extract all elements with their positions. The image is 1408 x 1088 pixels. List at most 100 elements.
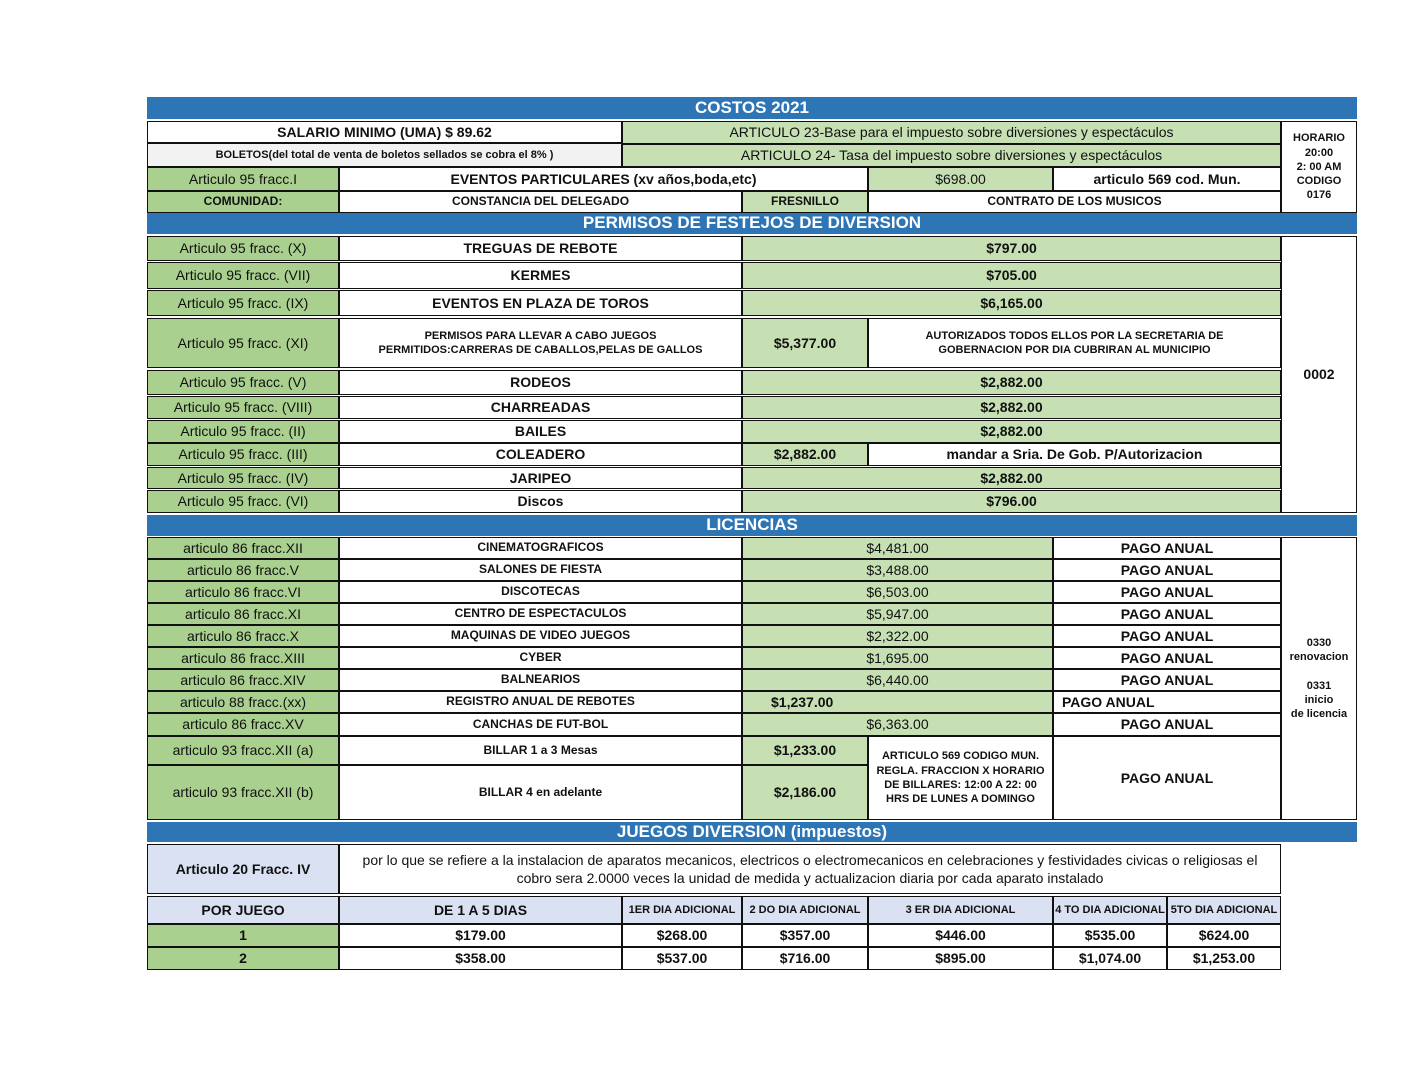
- juegos-cell: $624.00: [1167, 924, 1281, 947]
- horario-codigo: HORARIO 20:00 2: 00 AM CODIGO 0176: [1281, 121, 1357, 213]
- cell-line: PERMISOS PARA LLEVAR A CABO JUEGOS: [424, 329, 657, 342]
- permiso-article: Articulo 95 fracc. (II): [147, 420, 339, 443]
- cell-line: 0331: [1306, 679, 1332, 692]
- permiso-name: BAILES: [339, 420, 742, 443]
- licencia-article: articulo 88 fracc.(xx): [147, 691, 339, 713]
- juegos-cell: 2: [147, 947, 339, 970]
- licencia-payment: PAGO ANUAL: [1053, 537, 1281, 559]
- licencia-article: articulo 86 fracc.XIV: [147, 669, 339, 691]
- licencia-price: $6,503.00: [742, 581, 1053, 603]
- eventos-particulares: EVENTOS PARTICULARES (xv años,boda,etc): [339, 167, 868, 191]
- licencia-article: articulo 86 fracc.VI: [147, 581, 339, 603]
- billar-article: articulo 93 fracc.XII (a): [147, 736, 339, 765]
- permiso-price: $2,882.00: [742, 370, 1281, 395]
- permiso-price: $2,882.00: [742, 420, 1281, 443]
- permiso-article: Articulo 95 fracc. (V): [147, 370, 339, 395]
- licencia-name: BALNEARIOS: [339, 669, 742, 691]
- cell-line: REGLA. FRACCION X HORARIO: [876, 764, 1045, 777]
- licencia-price: $5,947.00: [742, 603, 1053, 625]
- juegos-header: JUEGOS DIVERSION (impuestos): [147, 822, 1357, 842]
- comunidad-label: COMUNIDAD:: [147, 191, 339, 213]
- licencia-name: DISCOTECAS: [339, 581, 742, 603]
- licencia-payment: PAGO ANUAL: [1053, 669, 1281, 691]
- licencia-name: MAQUINAS DE VIDEO JUEGOS: [339, 625, 742, 647]
- cell-line: 20:00: [1304, 146, 1334, 159]
- fresnillo: FRESNILLO: [742, 191, 868, 213]
- juegos-cell: $716.00: [742, 947, 868, 970]
- permiso-price: $2,882.00: [742, 467, 1281, 489]
- contrato-musicos: CONTRATO DE LOS MUSICOS: [868, 191, 1281, 213]
- permiso-article: Articulo 95 fracc. (VII): [147, 262, 339, 289]
- permiso-article: Articulo 95 fracc. (VI): [147, 490, 339, 513]
- licencia-article: articulo 86 fracc.XIII: [147, 647, 339, 669]
- licencia-article: articulo 86 fracc.X: [147, 625, 339, 647]
- cell-line: de licencia: [1290, 708, 1348, 721]
- billar-price: $2,186.00: [742, 765, 868, 820]
- juegos-cell: $179.00: [339, 924, 622, 947]
- permiso-name: PERMISOS PARA LLEVAR A CABO JUEGOS PERMIT…: [339, 318, 742, 368]
- permiso-price: $5,377.00: [742, 318, 868, 368]
- juegos-cell: $1,253.00: [1167, 947, 1281, 970]
- juegos-cell: $895.00: [868, 947, 1053, 970]
- licencia-name: REGISTRO ANUAL DE REBOTES: [339, 691, 742, 713]
- permiso-price: $705.00: [742, 262, 1281, 289]
- constancia-delegado: CONSTANCIA DEL DELEGADO: [339, 191, 742, 213]
- licencia-name: CYBER: [339, 647, 742, 669]
- licencia-name: CANCHAS DE FUT-BOL: [339, 713, 742, 736]
- juegos-column-header: POR JUEGO: [147, 896, 339, 924]
- licencia-price: $2,322.00: [742, 625, 1053, 647]
- title-banner: COSTOS 2021: [147, 97, 1357, 119]
- juegos-cell: $268.00: [622, 924, 742, 947]
- cell-line: DE BILLARES: 12:00 A 22: 00: [884, 779, 1037, 791]
- permiso-name: JARIPEO: [339, 467, 742, 489]
- licencia-payment: PAGO ANUAL: [1053, 691, 1281, 713]
- licencia-price: $4,481.00: [742, 537, 1053, 559]
- licencia-name: SALONES DE FIESTA: [339, 559, 742, 581]
- licencia-payment: PAGO ANUAL: [1053, 559, 1281, 581]
- cell-line: AUTORIZADOS TODOS ELLOS POR LA SECRETARI…: [925, 329, 1224, 342]
- juegos-column-header: 1ER DIA ADICIONAL: [622, 896, 742, 924]
- cell-line: ARTICULO 569 CODIGO MUN.: [881, 750, 1040, 763]
- juegos-cell: 1: [147, 924, 339, 947]
- juegos-article: Articulo 20 Fracc. IV: [147, 844, 339, 894]
- cell-line: CODIGO: [1296, 175, 1342, 188]
- licencia-price: $6,363.00: [742, 713, 1053, 736]
- permiso-price: $6,165.00: [742, 290, 1281, 316]
- cell-line: [1317, 664, 1320, 678]
- permisos-codigo: 0002: [1281, 236, 1357, 513]
- licencia-payment: PAGO ANUAL: [1053, 713, 1281, 736]
- licencia-payment: PAGO ANUAL: [1053, 647, 1281, 669]
- licencia-article: articulo 86 fracc.XI: [147, 603, 339, 625]
- cell-line: renovacion: [1289, 650, 1349, 663]
- licencias-codigo: 0330 renovacion 0331 inicio de licencia: [1281, 537, 1357, 820]
- billar-name: BILLAR 1 a 3 Mesas: [339, 736, 742, 765]
- licencia-name: CENTRO DE ESPECTACULOS: [339, 603, 742, 625]
- permiso-article: Articulo 95 fracc. (VIII): [147, 396, 339, 419]
- licencia-payment: PAGO ANUAL: [1053, 625, 1281, 647]
- articulo-23: ARTICULO 23-Base para el impuesto sobre …: [622, 121, 1281, 144]
- cell-line: GOBERNACION POR DIA CUBRIRAN AL MUNICIPI…: [938, 344, 1211, 356]
- permiso-name: Discos: [339, 490, 742, 513]
- juegos-cell: $535.00: [1053, 924, 1167, 947]
- permiso-price: $2,882.00: [742, 396, 1281, 419]
- permiso-name: COLEADERO: [339, 443, 742, 466]
- permiso-price: $2,882.00: [742, 443, 868, 466]
- billar-article: articulo 93 fracc.XII (b): [147, 765, 339, 820]
- licencia-payment: PAGO ANUAL: [1053, 603, 1281, 625]
- licencia-article: articulo 86 fracc.V: [147, 559, 339, 581]
- juegos-cell: $357.00: [742, 924, 868, 947]
- articulo-24: ARTICULO 24- Tasa del impuesto sobre div…: [622, 144, 1281, 167]
- juegos-column-header: 2 DO DIA ADICIONAL: [742, 896, 868, 924]
- licencia-price: $3,488.00: [742, 559, 1053, 581]
- permiso-name: CHARREADAS: [339, 396, 742, 419]
- licencia-price: $6,440.00: [742, 669, 1053, 691]
- cell-line: 0330: [1306, 636, 1332, 649]
- cell-line: PERMITIDOS:CARRERAS DE CABALLOS,PELAS DE…: [378, 344, 703, 356]
- eventos-price: $698.00: [868, 167, 1053, 191]
- permiso-article: Articulo 95 fracc. (IV): [147, 467, 339, 489]
- cell-line: inicio: [1304, 693, 1334, 706]
- juegos-cell: $446.00: [868, 924, 1053, 947]
- permisos-header: PERMISOS DE FESTEJOS DE DIVERSION: [147, 213, 1357, 234]
- juegos-cell: $358.00: [339, 947, 622, 970]
